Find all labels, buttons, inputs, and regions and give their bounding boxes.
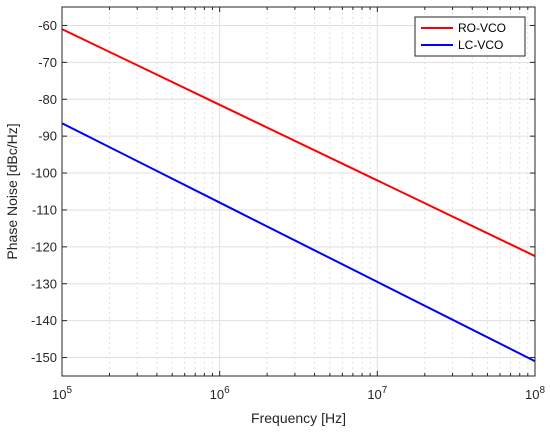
legend-box bbox=[414, 16, 526, 57]
x-tick-label: 108 bbox=[525, 385, 545, 402]
y-tick-label: -130 bbox=[31, 276, 57, 291]
legend-entry-label: LC-VCO bbox=[458, 38, 503, 52]
y-tick-labels: -60 -70 -80 -90 -100 -110 -120 -130 -140 -150 bbox=[31, 18, 57, 365]
y-tick-label: -110 bbox=[32, 202, 57, 217]
y-tick-label: -60 bbox=[38, 18, 57, 33]
legend-entry-label: RO-VCO bbox=[458, 21, 506, 35]
y-tick-label: -70 bbox=[38, 55, 57, 70]
y-tick-label: -140 bbox=[31, 313, 57, 328]
series-line-lc-vco bbox=[61, 122, 536, 363]
y-tick-label: -120 bbox=[31, 239, 57, 254]
x-axis-label: Frequency [Hz] bbox=[251, 410, 346, 426]
grid bbox=[61, 7, 535, 376]
x-tick-label: 105 bbox=[52, 385, 72, 402]
x-tick-label: 106 bbox=[210, 385, 230, 402]
series-layer bbox=[61, 28, 536, 363]
series-line-ro-vco bbox=[61, 28, 536, 257]
legend: RO-VCO LC-VCO bbox=[414, 16, 526, 57]
y-tick-label: -80 bbox=[38, 92, 57, 107]
y-tick-label: -90 bbox=[38, 129, 57, 144]
plot-background bbox=[62, 7, 535, 376]
x-tick-labels: 105 106 107 108 bbox=[52, 385, 545, 402]
ticks bbox=[61, 7, 536, 376]
y-tick-label: -100 bbox=[31, 166, 57, 181]
y-axis-label: Phase Noise [dBc/Hz] bbox=[4, 123, 20, 259]
y-tick-label: -150 bbox=[31, 350, 57, 365]
x-tick-label: 107 bbox=[367, 385, 387, 402]
plot-frame bbox=[61, 6, 536, 377]
